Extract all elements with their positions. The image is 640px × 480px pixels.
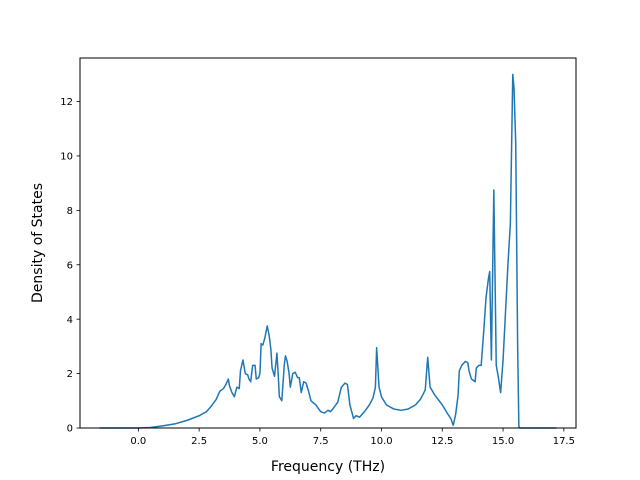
y-tick-label: 6 — [67, 260, 73, 271]
x-tick-label: 7.5 — [313, 436, 329, 447]
axes-frame — [79, 57, 577, 429]
x-tick-label: 12.5 — [431, 436, 453, 447]
y-tick-label: 2 — [67, 369, 73, 380]
x-axis-label: Frequency (THz) — [271, 459, 385, 475]
x-tick-label: 15.0 — [492, 436, 514, 447]
x-tick-label: 10.0 — [370, 436, 392, 447]
y-tick-label: 8 — [67, 206, 73, 217]
x-axis-ticks: 0.0 2.5 5.0 7.5 10.0 12.5 15.0 17.5 — [130, 428, 575, 447]
y-axis-label: Density of States — [30, 183, 46, 303]
plot-layer — [99, 73, 557, 429]
y-tick-label: 10 — [60, 152, 73, 163]
x-tick-label: 2.5 — [191, 436, 207, 447]
dos-series-line — [99, 73, 557, 429]
x-tick-label: 5.0 — [252, 436, 268, 447]
x-tick-label: 0.0 — [130, 436, 146, 447]
x-tick-label: 17.5 — [553, 436, 575, 447]
y-tick-label: 12 — [60, 97, 73, 108]
y-axis-ticks: 0 2 4 6 8 10 12 — [60, 97, 80, 435]
y-tick-label: 4 — [67, 315, 73, 326]
y-tick-label: 0 — [67, 424, 73, 435]
